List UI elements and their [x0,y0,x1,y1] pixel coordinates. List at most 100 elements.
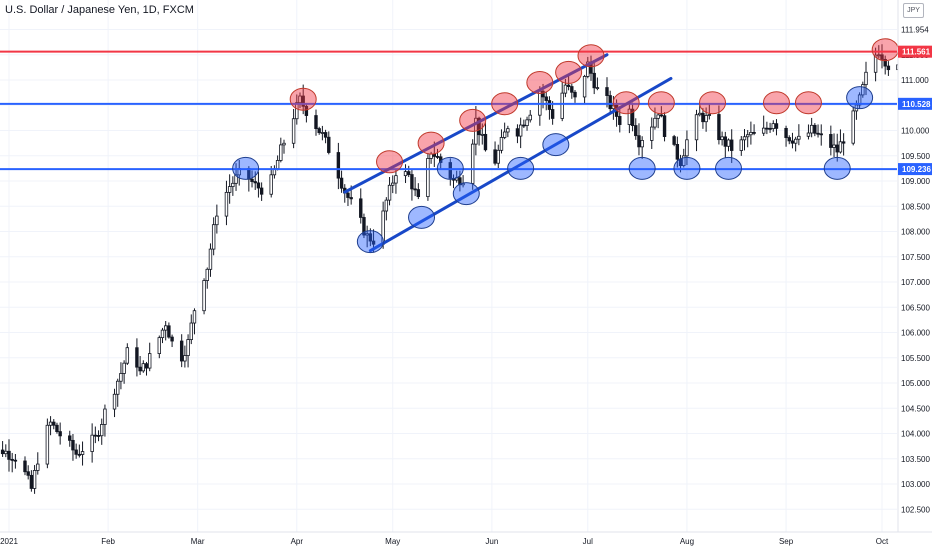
candle-body [656,114,660,119]
y-tick-label: 102.500 [901,505,930,514]
candle-body [841,141,846,144]
candle-body [394,175,398,184]
candle-body [659,114,664,117]
candle-body [605,87,609,96]
y-tick-label: 111.000 [901,76,929,85]
candle-body [435,156,440,158]
support-touch-marker [408,205,436,229]
candle-body [694,114,699,141]
candle-body [103,408,107,425]
candle-body [704,115,708,123]
resistance-touch-marker [459,108,487,132]
candle-body [122,362,126,374]
resistance-touch-marker [762,91,790,115]
support-touch-marker [542,133,570,157]
x-tick-label: Oct [876,537,889,546]
candle-body [211,224,216,250]
channel-line-2 [368,76,673,253]
candle-body [880,54,884,60]
candle-body [391,182,395,186]
x-tick-label: Apr [291,537,304,546]
candle-body [371,240,376,245]
candle-body [215,215,219,226]
candle-body [634,125,638,137]
candle-body [608,95,612,110]
candle-body [723,136,728,147]
channel-line-1 [343,53,609,194]
resistance-touch-marker [699,91,727,115]
candle-body [483,133,488,151]
candle-body [32,470,37,489]
support-touch-marker [715,156,743,180]
resistance-touch-marker [491,92,519,116]
price-badge-label: 110.528 [902,100,931,109]
candle-body [739,139,743,151]
candle-body [100,424,104,437]
candle-body [295,102,299,120]
x-tick-label: May [385,537,400,546]
x-tick-label: 2021 [0,537,18,546]
candle-body [742,136,747,141]
candle-body [761,127,766,134]
candle-body [675,144,680,160]
y-tick-label: 105.500 [901,354,930,363]
candle-body [135,347,139,368]
candle-body [96,435,101,437]
candle-body [586,61,590,77]
candle-body [234,174,238,184]
candle-body [48,421,53,426]
x-tick-label: Mar [191,537,205,546]
candle-body [52,421,56,426]
y-tick-label: 107.500 [901,253,930,262]
candle-body [144,363,149,369]
y-tick-label: 103.500 [901,455,930,464]
candle-body [627,108,632,125]
candle-body [685,139,689,157]
candle-body [784,127,788,138]
candle-body [730,139,734,151]
candle-body [317,128,321,134]
price-badge-label: 111.561 [902,48,931,57]
resistance-touch-marker [555,60,583,84]
y-tick-label: 109.500 [901,152,930,161]
y-tick-label: 105.000 [901,379,930,388]
candle-body [857,94,862,106]
candle-body [672,136,676,145]
candle-body [774,123,779,129]
y-tick-label: 104.500 [901,404,930,413]
candle-body [544,96,548,101]
candle-body [477,117,481,136]
candle-body [298,95,302,104]
candle-body [426,158,430,198]
candle-body [582,76,587,98]
candle-body [327,136,331,153]
resistance-touch-marker [289,87,317,111]
candle-body [528,114,532,121]
candle-body [26,471,30,476]
support-touch-marker [507,156,535,180]
candle-body [752,131,756,134]
candle-body [541,90,545,98]
candle-body [525,119,529,126]
resistance-touch-marker [577,44,605,68]
currency-badge[interactable]: JPY [903,3,924,18]
candle-body [707,114,712,116]
candle-body [506,128,510,133]
candle-body [304,105,309,116]
horizontal-levels [0,50,897,171]
candle-body [227,186,232,193]
candle-body [522,124,526,127]
candle-body [36,463,40,471]
candle-body [662,115,667,137]
candle-body [253,181,257,184]
candle-body [765,127,769,130]
channel-lines [343,53,673,253]
candle-body [403,171,408,177]
candle-body [550,109,555,119]
candle-body [829,134,833,148]
candle-body [336,152,341,179]
candle-body [279,144,283,161]
candle-body [179,340,184,362]
